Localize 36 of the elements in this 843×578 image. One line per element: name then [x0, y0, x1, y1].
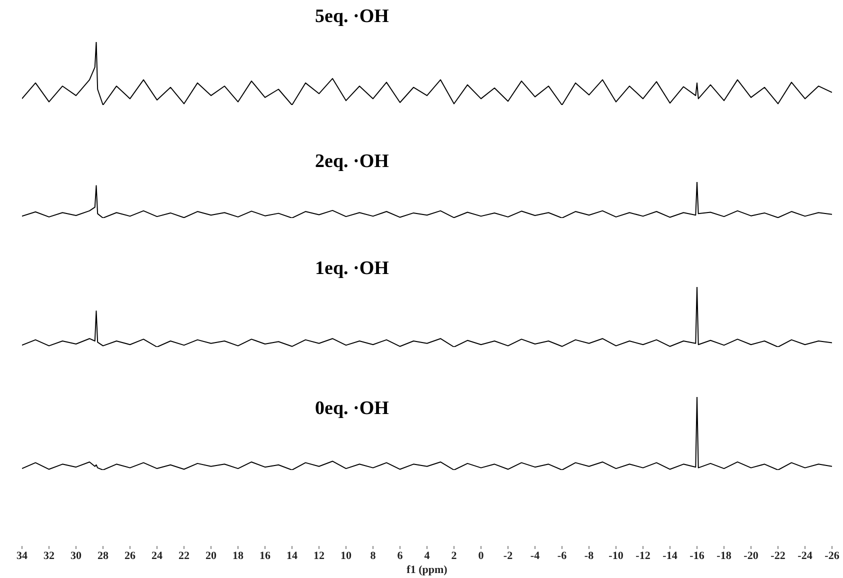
x-tick-label: 34: [16, 550, 28, 562]
x-tick-label: -6: [557, 550, 568, 562]
x-tick-label: 8: [370, 550, 376, 562]
x-tick-label: 32: [44, 550, 55, 562]
x-tick-label: 28: [98, 550, 109, 562]
x-tick-label: 6: [397, 550, 404, 562]
x-tick-label: -16: [690, 550, 705, 562]
chart-title: 1eq. ·OH: [314, 258, 390, 280]
x-tick-label: 2: [451, 550, 458, 562]
x-tick-label: 30: [70, 550, 82, 562]
x-tick-label: -10: [608, 550, 624, 562]
x-tick-label: 26: [124, 550, 136, 562]
x-tick-label: 18: [232, 550, 244, 562]
x-tick-label: 22: [178, 550, 190, 562]
x-tick-label: -26: [824, 550, 840, 562]
x-tick-label: 0: [478, 550, 484, 562]
chart-title: 5eq. ·OH: [314, 6, 390, 28]
x-tick-label: -2: [503, 550, 514, 562]
x-tick-label: -24: [798, 550, 813, 562]
x-tick-label: 10: [340, 550, 352, 562]
x-tick-label: 12: [314, 550, 325, 562]
x-tick-label: -22: [770, 550, 786, 562]
x-tick-label: -18: [716, 550, 732, 562]
x-tick-label: 24: [152, 550, 163, 562]
x-axis-title: f1 (ppm): [406, 564, 448, 576]
x-tick-label: 20: [206, 550, 217, 562]
x-tick-label: 16: [260, 550, 271, 562]
x-tick-label: -20: [744, 550, 759, 562]
x-tick-label: -8: [584, 550, 594, 562]
x-tick-label: 4: [424, 550, 430, 562]
chart-title: 2eq. ·OH: [314, 151, 390, 173]
x-tick-label: -4: [530, 550, 540, 562]
x-tick-label: 14: [286, 550, 298, 562]
x-tick-label: -12: [636, 550, 651, 562]
chart-title: 0eq. ·OH: [314, 398, 390, 420]
x-tick-label: -14: [662, 550, 678, 562]
